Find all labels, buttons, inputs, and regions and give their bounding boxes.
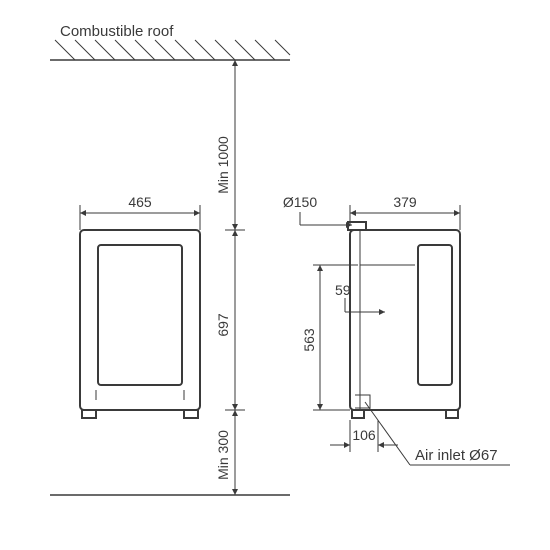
- dim-side-height: 563: [301, 328, 317, 352]
- dim-width-front: 465: [128, 194, 152, 210]
- flue-label: Ø150: [283, 194, 352, 225]
- inlet-offset-dim: 106: [330, 420, 398, 452]
- dimension-diagram: Combustible roof Min 1000 697 Min 300: [0, 0, 550, 550]
- dim-106: 106: [352, 427, 376, 443]
- stove-front: [80, 230, 200, 418]
- dim-59: 59: [335, 282, 351, 298]
- dim-min-bottom: Min 300: [215, 430, 231, 480]
- dim-flue: Ø150: [283, 194, 317, 210]
- vertical-dims: Min 1000 697 Min 300: [215, 60, 245, 495]
- dim-min-top: Min 1000: [215, 136, 231, 194]
- air-inlet-text: Air inlet Ø67: [415, 447, 498, 464]
- air-inlet-label: Air inlet Ø67: [365, 402, 510, 465]
- front-width-dim: 465: [80, 194, 200, 230]
- roof-hatch: [50, 40, 290, 60]
- dim-depth: 379: [393, 194, 417, 210]
- roof-label: Combustible roof: [60, 23, 174, 40]
- stove-side: [348, 222, 460, 418]
- dim-height: 697: [215, 313, 231, 337]
